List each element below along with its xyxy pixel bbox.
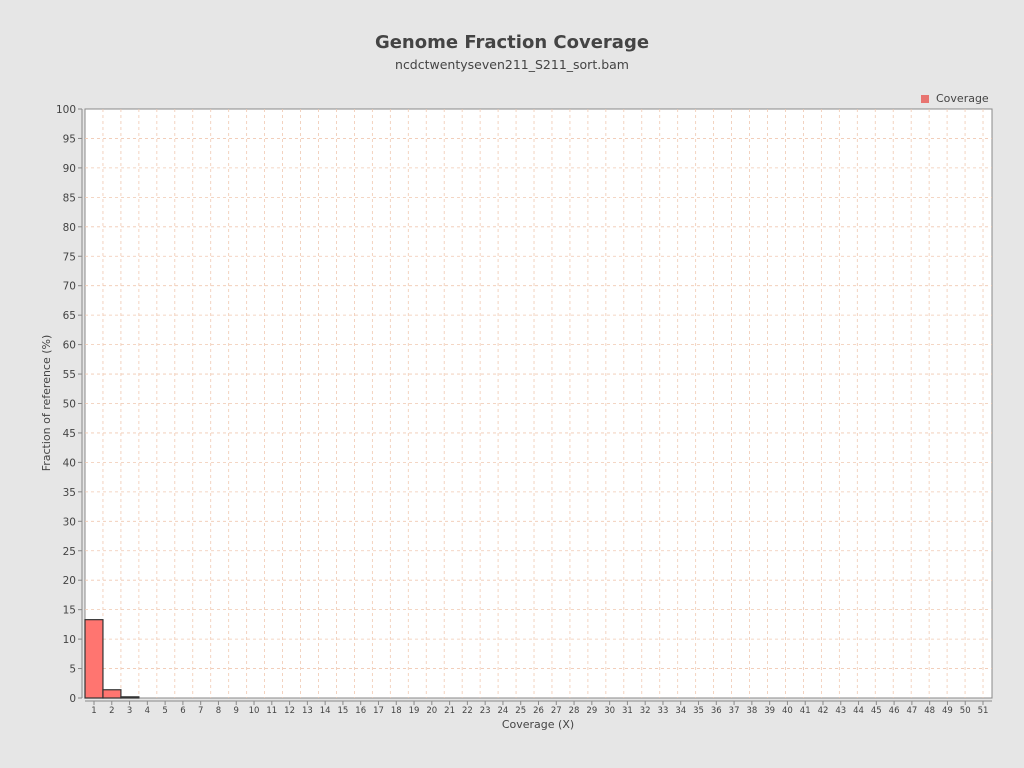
grid [85, 109, 992, 698]
x-tick-label: 36 [711, 706, 722, 716]
x-tick-label: 12 [284, 706, 295, 716]
y-tick-label: 85 [63, 192, 76, 204]
x-tick-label: 19 [409, 706, 420, 716]
x-tick-label: 23 [480, 706, 491, 716]
x-tick-label: 42 [818, 706, 829, 716]
bar [120, 696, 140, 699]
x-tick-label: 25 [515, 706, 526, 716]
x-tick-label: 9 [234, 706, 239, 716]
x-tick-label: 30 [604, 706, 615, 716]
x-tick-label: 14 [320, 706, 331, 716]
x-tick-label: 45 [871, 706, 882, 716]
x-tick-label: 4 [145, 706, 150, 716]
legend-swatch [921, 95, 929, 103]
chart-title: Genome Fraction Coverage [375, 32, 649, 53]
x-tick-label: 31 [622, 706, 633, 716]
y-tick-label: 50 [63, 399, 76, 411]
y-tick-label: 90 [63, 163, 76, 175]
x-tick-label: 37 [729, 706, 740, 716]
x-tick-label: 22 [462, 706, 473, 716]
x-tick-label: 47 [906, 706, 917, 716]
x-tick-label: 18 [391, 706, 402, 716]
x-tick-label: 35 [693, 706, 704, 716]
x-tick-label: 41 [800, 706, 811, 716]
x-tick-label: 49 [942, 706, 953, 716]
x-tick-label: 33 [658, 706, 669, 716]
y-tick-label: 30 [63, 516, 76, 528]
legend: Coverage [921, 92, 989, 105]
x-tick-label: 5 [162, 706, 167, 716]
x-tick-label: 28 [569, 706, 580, 716]
bar [84, 619, 104, 699]
y-axis-label: Fraction of reference (%) [40, 335, 53, 472]
y-tick-label: 75 [63, 251, 76, 263]
x-tick-label: 8 [216, 706, 221, 716]
y-tick-label: 60 [63, 340, 76, 352]
y-tick-label: 5 [69, 664, 76, 676]
y-tick-label: 55 [63, 369, 76, 381]
x-tick-label: 39 [764, 706, 775, 716]
x-tick-label: 21 [444, 706, 455, 716]
x-axis-label: Coverage (X) [502, 718, 574, 731]
x-tick-label: 44 [853, 706, 864, 716]
x-tick-label: 38 [746, 706, 757, 716]
y-tick-label: 20 [63, 575, 76, 587]
y-tick-label: 15 [63, 605, 76, 617]
y-tick-label: 10 [63, 634, 76, 646]
x-tick-label: 20 [426, 706, 437, 716]
x-tick-label: 6 [180, 706, 185, 716]
y-tick-label: 25 [63, 546, 76, 558]
x-tick-label: 51 [978, 706, 989, 716]
y-tick-label: 65 [63, 310, 76, 322]
x-tick-label: 29 [586, 706, 597, 716]
x-tick-label: 50 [960, 706, 971, 716]
x-axis-ticks: 1 2 3 4 5 6 7 8 9 10 11 12 13 14 15 16 17 18 19 20 21 22 23 24 2… [91, 701, 988, 716]
x-tick-label: 48 [924, 706, 935, 716]
y-tick-label: 45 [63, 428, 76, 440]
chart-subtitle: ncdctwentyseven211_S211_sort.bam [395, 57, 629, 72]
x-tick-label: 27 [551, 706, 562, 716]
x-tick-label: 15 [338, 706, 349, 716]
y-tick-label: 80 [63, 222, 76, 234]
x-tick-label: 16 [355, 706, 366, 716]
x-tick-label: 13 [302, 706, 313, 716]
x-tick-label: 11 [266, 706, 277, 716]
x-tick-label: 7 [198, 706, 203, 716]
x-tick-label: 1 [91, 706, 96, 716]
x-tick-label: 26 [533, 706, 544, 716]
x-tick-label: 24 [498, 706, 509, 716]
x-tick-label: 40 [782, 706, 793, 716]
x-tick-label: 32 [640, 706, 651, 716]
x-tick-label: 3 [127, 706, 132, 716]
y-tick-label: 0 [69, 693, 76, 705]
x-tick-label: 34 [675, 706, 686, 716]
bars [84, 619, 140, 699]
x-tick-label: 17 [373, 706, 384, 716]
y-tick-label: 35 [63, 487, 76, 499]
y-axis-ticks: 0 5 10 15 20 25 30 35 40 45 50 55 60 65 70 75 80 85 90 95 10… [56, 104, 82, 705]
bar [102, 689, 122, 699]
y-tick-label: 95 [63, 133, 76, 145]
x-tick-label: 10 [249, 706, 260, 716]
y-tick-label: 70 [63, 281, 76, 293]
x-tick-label: 46 [889, 706, 900, 716]
legend-label: Coverage [936, 92, 989, 105]
y-tick-label: 40 [63, 457, 76, 469]
x-tick-label: 43 [835, 706, 846, 716]
x-tick-label: 2 [109, 706, 114, 716]
y-tick-label: 100 [56, 104, 76, 116]
